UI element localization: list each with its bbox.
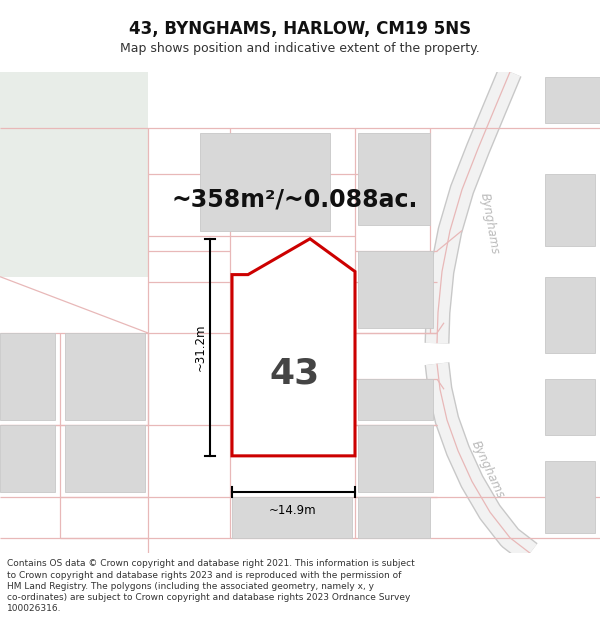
Polygon shape <box>0 72 148 277</box>
Bar <box>200 133 330 231</box>
Bar <box>358 133 430 226</box>
Bar <box>65 425 145 492</box>
Text: 100026316.: 100026316. <box>7 604 62 613</box>
Bar <box>232 497 352 538</box>
Text: 43, BYNGHAMS, HARLOW, CM19 5NS: 43, BYNGHAMS, HARLOW, CM19 5NS <box>129 21 471 38</box>
Text: HM Land Registry. The polygons (including the associated geometry, namely x, y: HM Land Registry. The polygons (includin… <box>7 582 374 591</box>
Bar <box>0 425 55 492</box>
Text: 43: 43 <box>270 357 320 391</box>
Text: Contains OS data © Crown copyright and database right 2021. This information is : Contains OS data © Crown copyright and d… <box>7 559 415 568</box>
Bar <box>65 333 145 420</box>
Text: to Crown copyright and database rights 2023 and is reproduced with the permissio: to Crown copyright and database rights 2… <box>7 571 401 579</box>
Bar <box>358 379 433 420</box>
Bar <box>545 277 595 354</box>
Bar <box>358 497 430 538</box>
Bar <box>358 251 433 328</box>
Bar <box>545 379 595 436</box>
Bar <box>358 425 433 492</box>
Bar <box>545 77 600 123</box>
Text: ~14.9m: ~14.9m <box>269 504 317 517</box>
Bar <box>545 174 595 246</box>
Polygon shape <box>232 239 355 456</box>
Text: ~358m²/~0.088ac.: ~358m²/~0.088ac. <box>172 188 418 212</box>
Text: co-ordinates) are subject to Crown copyright and database rights 2023 Ordnance S: co-ordinates) are subject to Crown copyr… <box>7 593 410 602</box>
Bar <box>545 461 595 532</box>
Bar <box>0 333 55 420</box>
Text: ~31.2m: ~31.2m <box>193 324 206 371</box>
Text: Bynghams: Bynghams <box>478 192 502 255</box>
Polygon shape <box>0 72 148 277</box>
Text: Map shows position and indicative extent of the property.: Map shows position and indicative extent… <box>120 42 480 54</box>
Text: Bynghams: Bynghams <box>469 438 507 500</box>
